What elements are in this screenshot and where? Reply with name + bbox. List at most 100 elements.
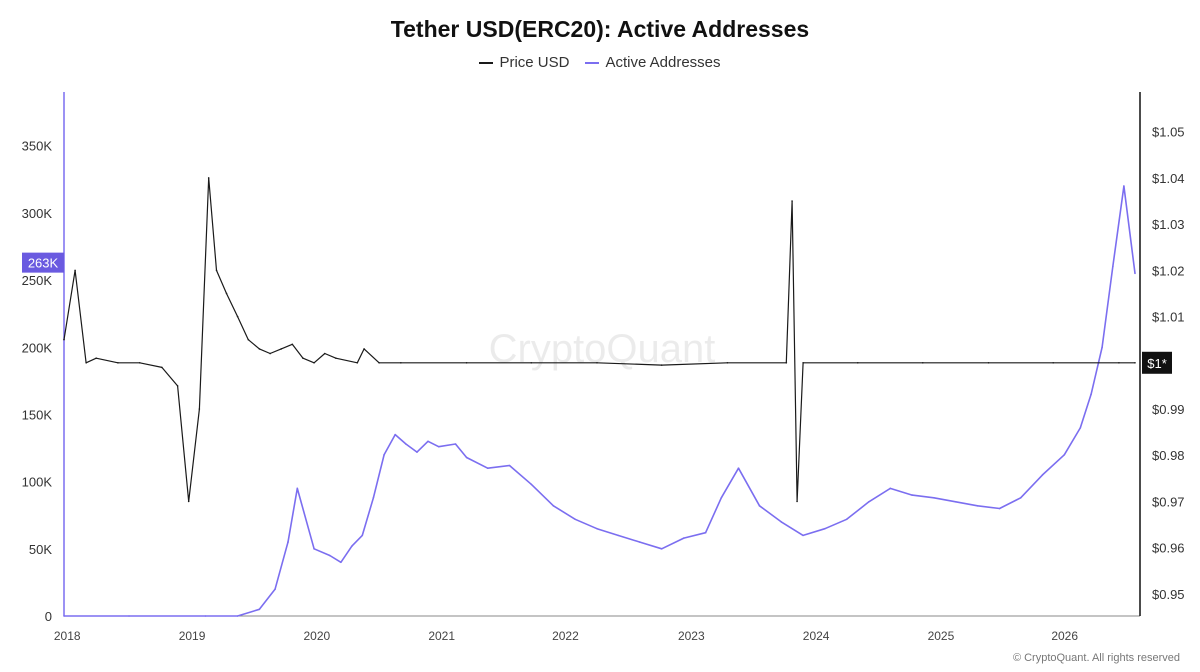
active-addresses-point-8 (313, 548, 315, 550)
active-addresses-point-36 (780, 521, 783, 523)
price-usd-point-32 (785, 361, 788, 364)
watermark: CryptoQuant (489, 327, 716, 371)
active-addresses-point-35 (758, 505, 761, 507)
active-addresses-point-27 (596, 527, 598, 530)
legend-swatch-active-addresses (585, 61, 600, 64)
legend-label-price: Price USD (499, 54, 570, 71)
active-addresses-point-37 (802, 534, 804, 537)
price-usd-point-14 (247, 338, 250, 341)
legend-item-price[interactable]: Price USD (479, 54, 569, 71)
price-usd-point-11 (215, 269, 218, 272)
legend-swatch-price (479, 61, 494, 64)
price-usd-point-8 (187, 500, 190, 503)
active-addresses-point-23 (508, 464, 511, 467)
copyright-notice: © CryptoQuant. All rights reserved (1012, 652, 1180, 664)
y-right-tick-label-9: $1.05 (1152, 125, 1185, 140)
active-addresses-point-6 (287, 541, 289, 543)
price-usd-point-19 (302, 357, 304, 359)
series-line-price-usd (63, 177, 1135, 502)
legend-item-active-addresses[interactable]: Active Addresses (585, 54, 721, 71)
active-addresses-point-39 (845, 518, 848, 521)
active-addresses-point-3 (236, 615, 239, 617)
active-addresses-point-53 (1112, 265, 1114, 268)
active-addresses-point-20 (454, 443, 457, 445)
price-usd-point-34 (796, 500, 798, 503)
price-usd-point-26 (400, 361, 402, 364)
active-addresses-point-45 (976, 505, 979, 507)
price-usd-point-28 (530, 361, 533, 364)
active-addresses-point-51 (1090, 393, 1092, 396)
price-usd-point-41 (1134, 361, 1136, 364)
y-left-tick-label-2: 100K (22, 475, 53, 490)
price-usd-point-25 (378, 361, 380, 364)
active-addresses-point-14 (383, 453, 385, 456)
active-addresses-point-29 (639, 541, 641, 543)
current-active-addresses-badge (22, 252, 64, 273)
legend-label-active-addresses: Active Addresses (605, 54, 721, 71)
price-usd-point-17 (280, 348, 283, 350)
active-addresses-point-54 (1123, 185, 1125, 187)
current-price-label: $1* (1147, 356, 1167, 371)
active-addresses-point-4 (258, 608, 261, 611)
y-left-tick-label-3: 150K (22, 407, 53, 422)
y-right-tick-label-0: $0.95 (1152, 587, 1185, 602)
legend: Price USD Active Addresses (0, 54, 1200, 71)
chart-title: Tether USD(ERC20): Active Addresses (390, 16, 810, 42)
y-left-tick-label-1: 50K (29, 542, 52, 557)
y-right-tick-label-4: $0.99 (1152, 402, 1185, 417)
active-addresses-point-25 (552, 505, 555, 507)
price-usd-point-21 (323, 352, 326, 355)
x-tick-label-3: 2021 (428, 629, 455, 643)
price-usd-point-4 (117, 361, 119, 364)
y-right-tick-label-1: $0.96 (1152, 541, 1185, 556)
price-usd-point-40 (1118, 361, 1120, 364)
y-right-tick-label-7: $1.03 (1152, 217, 1185, 232)
price-usd-point-2 (85, 361, 87, 364)
x-tick-label-1: 2019 (179, 629, 206, 643)
price-usd-point-35 (802, 361, 804, 364)
y-left-tick-label-0: 0 (45, 609, 52, 624)
active-addresses-point-12 (361, 534, 364, 537)
price-usd-point-9 (198, 408, 201, 410)
active-addresses-point-1 (128, 615, 130, 617)
y-right-tick-label-6: $1.02 (1152, 263, 1185, 278)
x-tick-label-2: 2020 (304, 629, 331, 643)
current-price-badge (1142, 351, 1172, 374)
y-right-tick-label-2: $0.97 (1152, 494, 1185, 509)
price-usd-point-27 (465, 361, 468, 364)
active-addresses-point-40 (868, 500, 870, 503)
active-addresses-point-0 (63, 615, 65, 617)
active-addresses-point-52 (1101, 346, 1103, 349)
x-tick-label-6: 2024 (803, 629, 830, 643)
price-usd-point-24 (363, 348, 365, 350)
active-addresses-point-5 (274, 588, 276, 590)
active-addresses-point-2 (204, 615, 207, 617)
price-usd-point-1 (74, 269, 76, 272)
active-addresses-point-41 (889, 487, 892, 490)
active-addresses-point-55 (1134, 272, 1136, 275)
active-addresses-point-34 (737, 467, 740, 470)
price-usd-point-37 (921, 361, 924, 364)
price-usd-point-36 (856, 361, 859, 364)
x-tick-label-7: 2025 (928, 629, 955, 643)
y-left-tick-label-7: 350K (22, 139, 53, 154)
price-usd-point-13 (236, 315, 239, 318)
y-right-tick-label-3: $0.98 (1152, 448, 1185, 463)
active-addresses-point-30 (660, 548, 663, 550)
active-addresses-point-48 (1041, 474, 1044, 476)
active-addresses-point-21 (465, 456, 468, 459)
active-addresses-point-19 (437, 445, 440, 448)
active-addresses-point-11 (351, 545, 353, 547)
active-addresses-point-15 (394, 433, 396, 436)
active-addresses-point-47 (1019, 496, 1022, 499)
active-addresses-point-16 (405, 443, 407, 445)
price-usd-point-31 (726, 361, 729, 364)
price-usd-point-33 (791, 200, 793, 202)
active-addresses-point-22 (486, 467, 489, 470)
y-left-tick-label-5: 250K (22, 273, 53, 288)
active-addresses-point-49 (1063, 453, 1066, 456)
x-tick-label-5: 2023 (678, 629, 705, 643)
price-usd-point-22 (335, 357, 337, 359)
price-usd-point-39 (1052, 361, 1054, 364)
